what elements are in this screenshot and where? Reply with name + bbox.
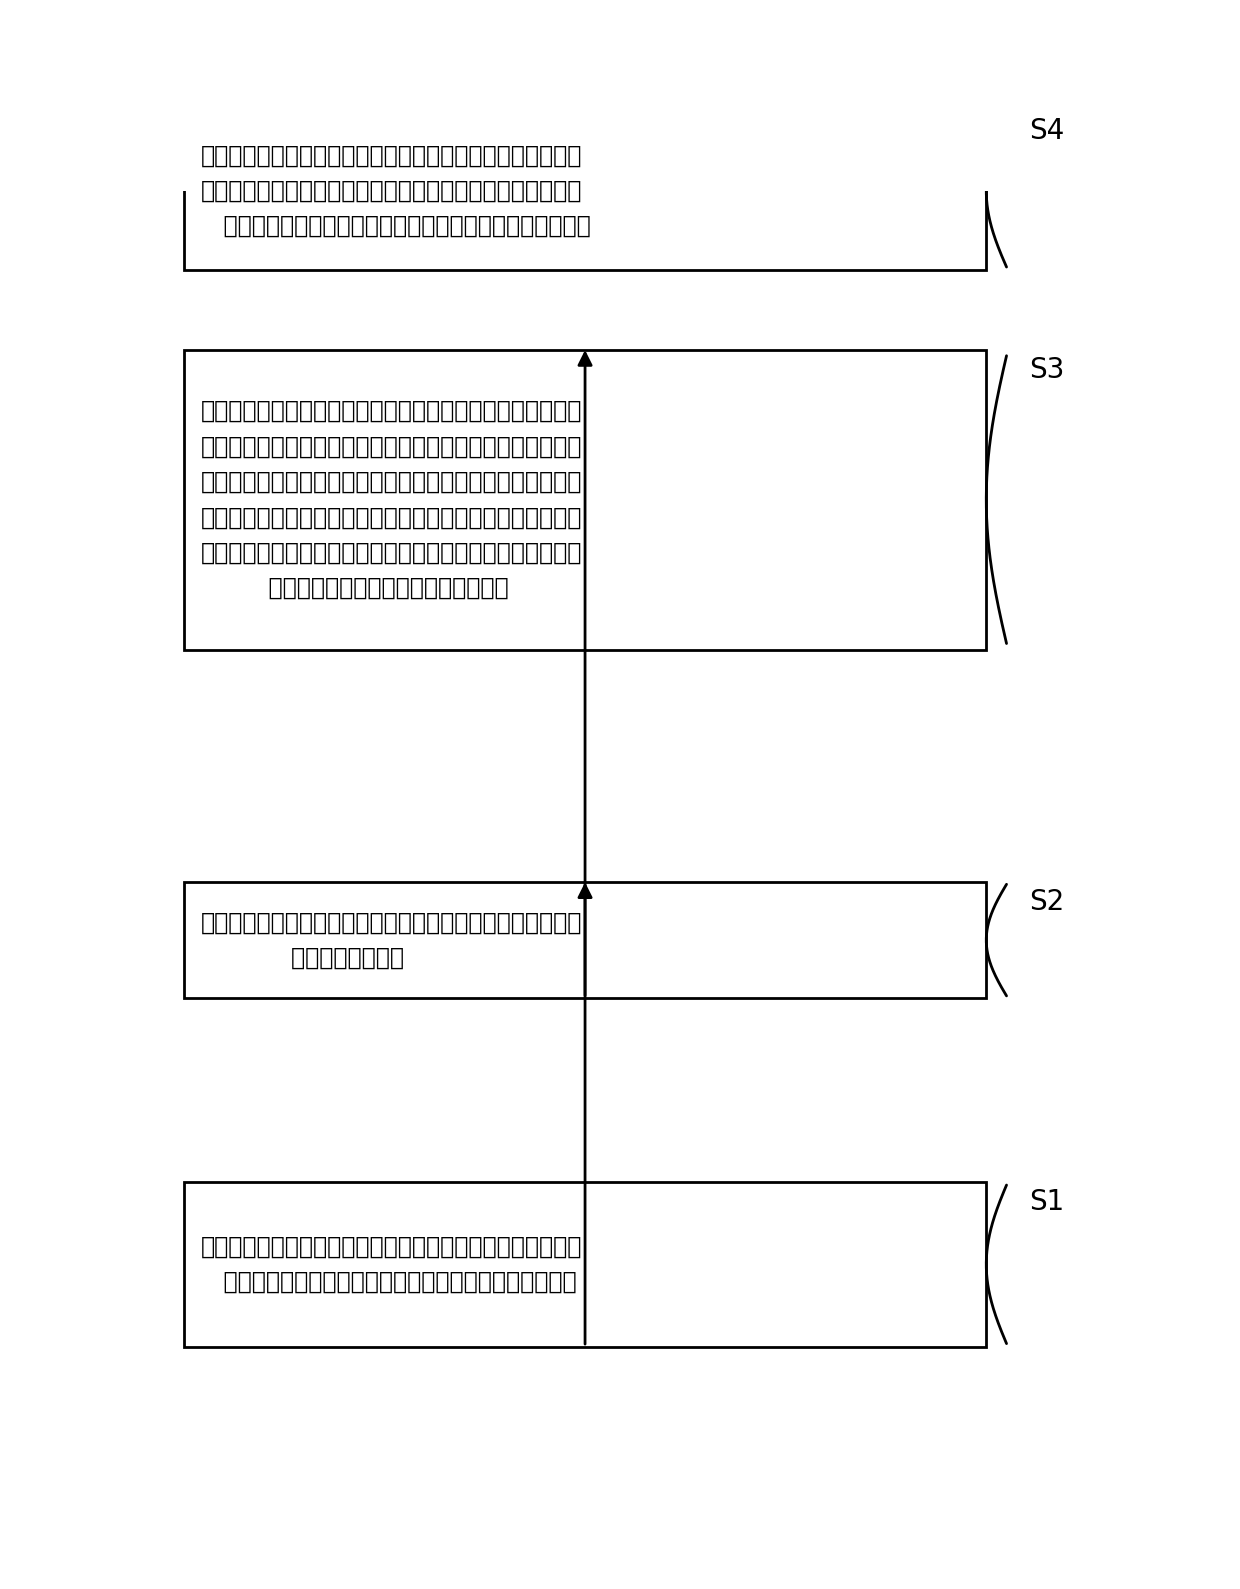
Text: S3: S3	[1029, 356, 1065, 385]
Bar	[184, 350, 986, 650]
Text: S4: S4	[1029, 118, 1065, 145]
Bar	[184, 111, 986, 270]
Text: S2: S2	[1029, 888, 1065, 917]
Text: 基于预先构建的参数调整算法调整所述原始可读脑部图像集得
            到可读脑部图像集: 基于预先构建的参数调整算法调整所述原始可读脑部图像集得 到可读脑部图像集	[201, 910, 583, 969]
Text: 将所述可读脑部图像集分为训练集和测试集，将所述训练集输
入至预先构建的原始脑部出血点检测模型中训练得到脑部出血
点检测模型，将所述测试集输入至所述脑部出血点检测: 将所述可读脑部图像集分为训练集和测试集，将所述训练集输 入至预先构建的原始脑部出…	[201, 399, 583, 601]
Text: 接收用户输入的脑部图片，将所述脑部图片输入至所述脑部出
血点检测模型得到脑部出血点坐标，基于预先构建的出血点操
   作平台和所述脑部出血点坐标进行编辑整理输出: 接收用户输入的脑部图片，将所述脑部图片输入至所述脑部出 血点检测模型得到脑部出血…	[201, 143, 591, 238]
Bar	[184, 882, 986, 998]
Text: S1: S1	[1029, 1189, 1065, 1216]
Text: 获取脑部医疗影像集，并基于脑出血的性质对所述脑部医疗影
   像集进行提纯操作和格式转换，生成原始可读脑部图像集: 获取脑部医疗影像集，并基于脑出血的性质对所述脑部医疗影 像集进行提纯操作和格式转…	[201, 1235, 583, 1293]
Bar	[184, 1182, 986, 1347]
